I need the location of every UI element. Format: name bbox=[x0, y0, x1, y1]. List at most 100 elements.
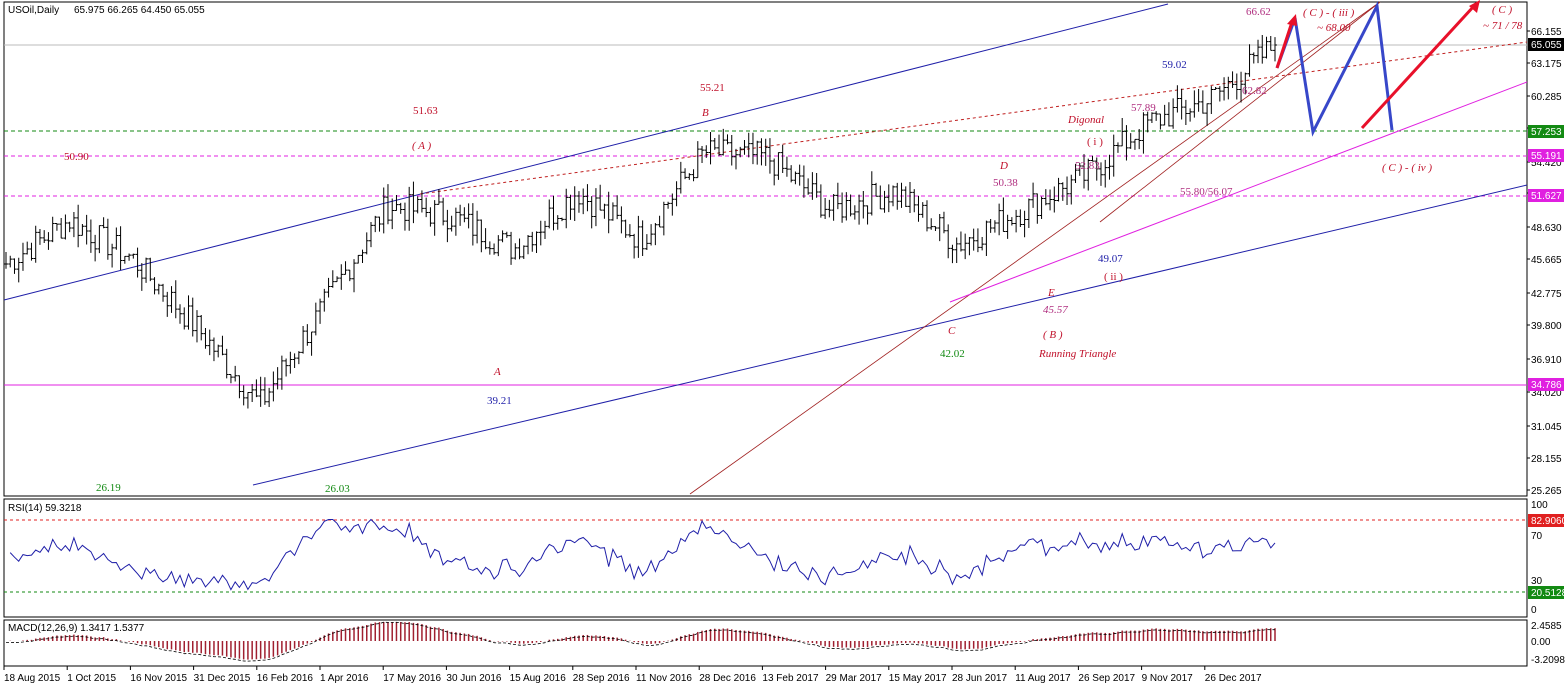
time-tick-label: 17 May 2016 bbox=[383, 673, 441, 684]
price-bar bbox=[1251, 52, 1256, 64]
label-5580: 55.80/56.07 bbox=[1180, 186, 1233, 198]
price-bar bbox=[1132, 138, 1137, 150]
price-bar bbox=[330, 270, 335, 288]
price-bar bbox=[1056, 177, 1061, 202]
price-bar bbox=[920, 202, 925, 218]
lower-channel-line bbox=[252, 184, 1528, 486]
label-c-iii: ( C ) - ( iii ) bbox=[1303, 7, 1355, 19]
time-tick-label: 1 Oct 2015 bbox=[67, 673, 116, 684]
price-bar bbox=[869, 171, 874, 216]
time-tick-label: 31 Dec 2015 bbox=[194, 673, 251, 684]
price-bar bbox=[661, 201, 666, 236]
price-bar bbox=[131, 253, 136, 259]
price-bar bbox=[806, 178, 811, 195]
price-bar bbox=[530, 231, 535, 252]
price-tick-label: 31.045 bbox=[1531, 422, 1562, 433]
rsi-pane bbox=[3, 498, 1528, 618]
price-bar bbox=[390, 198, 395, 230]
level-tag-57253 bbox=[1528, 125, 1564, 138]
rsi-upper-tag-text: 82.9060 bbox=[1531, 516, 1565, 527]
price-bar bbox=[436, 189, 441, 205]
price-bar bbox=[93, 234, 98, 262]
label-c-big: ( C ) bbox=[1492, 4, 1513, 16]
label-6282: 62.82 bbox=[1242, 85, 1267, 97]
price-bar bbox=[54, 222, 59, 231]
rsi-level-30: 30 bbox=[1531, 576, 1543, 587]
label-2619: 26.19 bbox=[96, 482, 121, 494]
price-bar bbox=[1145, 111, 1150, 133]
price-tick-label: 34.020 bbox=[1531, 388, 1562, 399]
price-bar bbox=[559, 217, 564, 222]
price-bar bbox=[1213, 86, 1218, 90]
price-bar bbox=[755, 140, 760, 165]
price-bar bbox=[801, 165, 806, 198]
price-bar bbox=[424, 197, 429, 218]
price-bar bbox=[687, 173, 692, 180]
price-bar bbox=[971, 228, 976, 251]
price-bar bbox=[534, 231, 539, 253]
price-bar bbox=[46, 232, 51, 250]
price-bar bbox=[844, 192, 849, 221]
price-bar bbox=[88, 219, 93, 253]
price-bar bbox=[254, 379, 259, 398]
price-bar bbox=[776, 152, 781, 180]
price-bar bbox=[644, 234, 649, 251]
label-6662: 66.62 bbox=[1246, 6, 1271, 18]
price-bar bbox=[941, 211, 946, 234]
price-bar bbox=[318, 298, 323, 324]
price-bar bbox=[428, 207, 433, 227]
price-bar bbox=[267, 387, 272, 407]
price-bar bbox=[857, 194, 862, 225]
price-bar bbox=[1039, 196, 1044, 220]
price-bar bbox=[496, 235, 501, 257]
price-bar bbox=[666, 201, 671, 209]
time-tick-label: 28 Dec 2016 bbox=[699, 673, 756, 684]
price-bar bbox=[313, 302, 318, 336]
price-bar bbox=[924, 200, 929, 232]
price-bar bbox=[8, 255, 13, 268]
label-4907: 49.07 bbox=[1098, 253, 1123, 265]
price-bar bbox=[708, 131, 713, 165]
price-bar bbox=[691, 169, 696, 182]
price-bar bbox=[598, 184, 603, 211]
price-bar bbox=[190, 297, 195, 337]
price-bar bbox=[1090, 155, 1095, 162]
price-bar bbox=[1264, 36, 1269, 59]
label-5789: 57.89 bbox=[1131, 102, 1156, 114]
price-bar bbox=[135, 247, 140, 278]
price-bar bbox=[301, 326, 306, 354]
price-bar bbox=[475, 210, 480, 244]
label-a-small: A bbox=[493, 366, 501, 378]
price-bar bbox=[861, 191, 866, 219]
label-4557: 45.57 bbox=[1043, 304, 1068, 316]
time-tick-label: 11 Nov 2016 bbox=[636, 673, 692, 684]
price-bar bbox=[1031, 182, 1036, 208]
label-i: ( i ) bbox=[1087, 136, 1103, 148]
price-bar bbox=[1022, 210, 1027, 238]
price-bar bbox=[360, 249, 365, 264]
price-bar bbox=[1243, 72, 1248, 95]
price-bar bbox=[97, 225, 102, 254]
price-bar bbox=[1234, 73, 1239, 100]
price-bar bbox=[576, 191, 581, 213]
price-bar bbox=[148, 257, 153, 282]
price-bar bbox=[1014, 209, 1019, 233]
price-bar bbox=[967, 237, 972, 256]
price-bar bbox=[241, 385, 246, 406]
time-tick-label: 26 Dec 2017 bbox=[1205, 673, 1262, 684]
price-bar bbox=[610, 202, 615, 221]
price-bar bbox=[407, 186, 412, 231]
price-bar bbox=[288, 351, 293, 374]
price-bar bbox=[581, 188, 586, 215]
price-bar bbox=[432, 200, 437, 236]
price-bar bbox=[1043, 189, 1048, 206]
price-bar bbox=[551, 195, 556, 231]
price-bar bbox=[335, 276, 340, 283]
price-bar bbox=[636, 215, 641, 258]
price-bar bbox=[954, 237, 959, 264]
price-bar bbox=[37, 229, 42, 245]
price-bar bbox=[814, 172, 819, 198]
price-bar bbox=[284, 358, 289, 377]
price-bar bbox=[1179, 88, 1184, 120]
